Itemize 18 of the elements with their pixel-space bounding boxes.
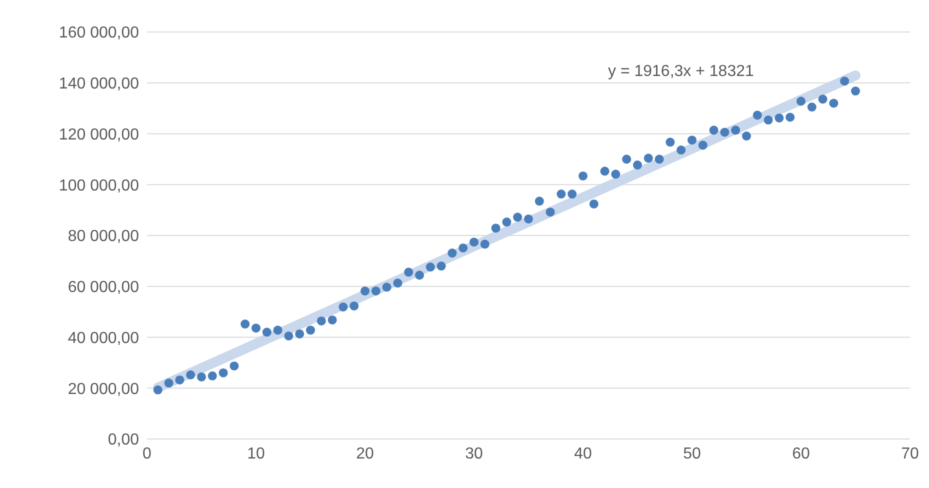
y-tick-label: 40 000,00 bbox=[68, 330, 140, 347]
x-tick-label: 10 bbox=[247, 445, 265, 462]
y-tick-label: 160 000,00 bbox=[58, 24, 140, 42]
x-tick-label: 30 bbox=[465, 445, 483, 462]
x-tick-label: 20 bbox=[356, 445, 374, 462]
y-tick-label: 120 000,00 bbox=[58, 126, 140, 144]
x-tick-label: 50 bbox=[683, 445, 701, 462]
y-tick-label: 0,00 bbox=[108, 432, 140, 449]
y-tick-label: 80 000,00 bbox=[68, 228, 140, 246]
x-tick-label: 70 bbox=[901, 445, 919, 462]
x-tick-label: 60 bbox=[792, 445, 810, 462]
y-tick-label: 20 000,00 bbox=[68, 380, 140, 398]
x-tick-label: 40 bbox=[574, 445, 592, 462]
annotation: y = 1916,3x + 18321 bbox=[608, 63, 754, 81]
y-tick-label: 60 000,00 bbox=[68, 279, 140, 296]
y-tick-label: 140 000,00 bbox=[58, 76, 140, 93]
y-tick-label: 100 000,00 bbox=[58, 177, 140, 194]
x-tick-label: 0 bbox=[142, 445, 152, 462]
